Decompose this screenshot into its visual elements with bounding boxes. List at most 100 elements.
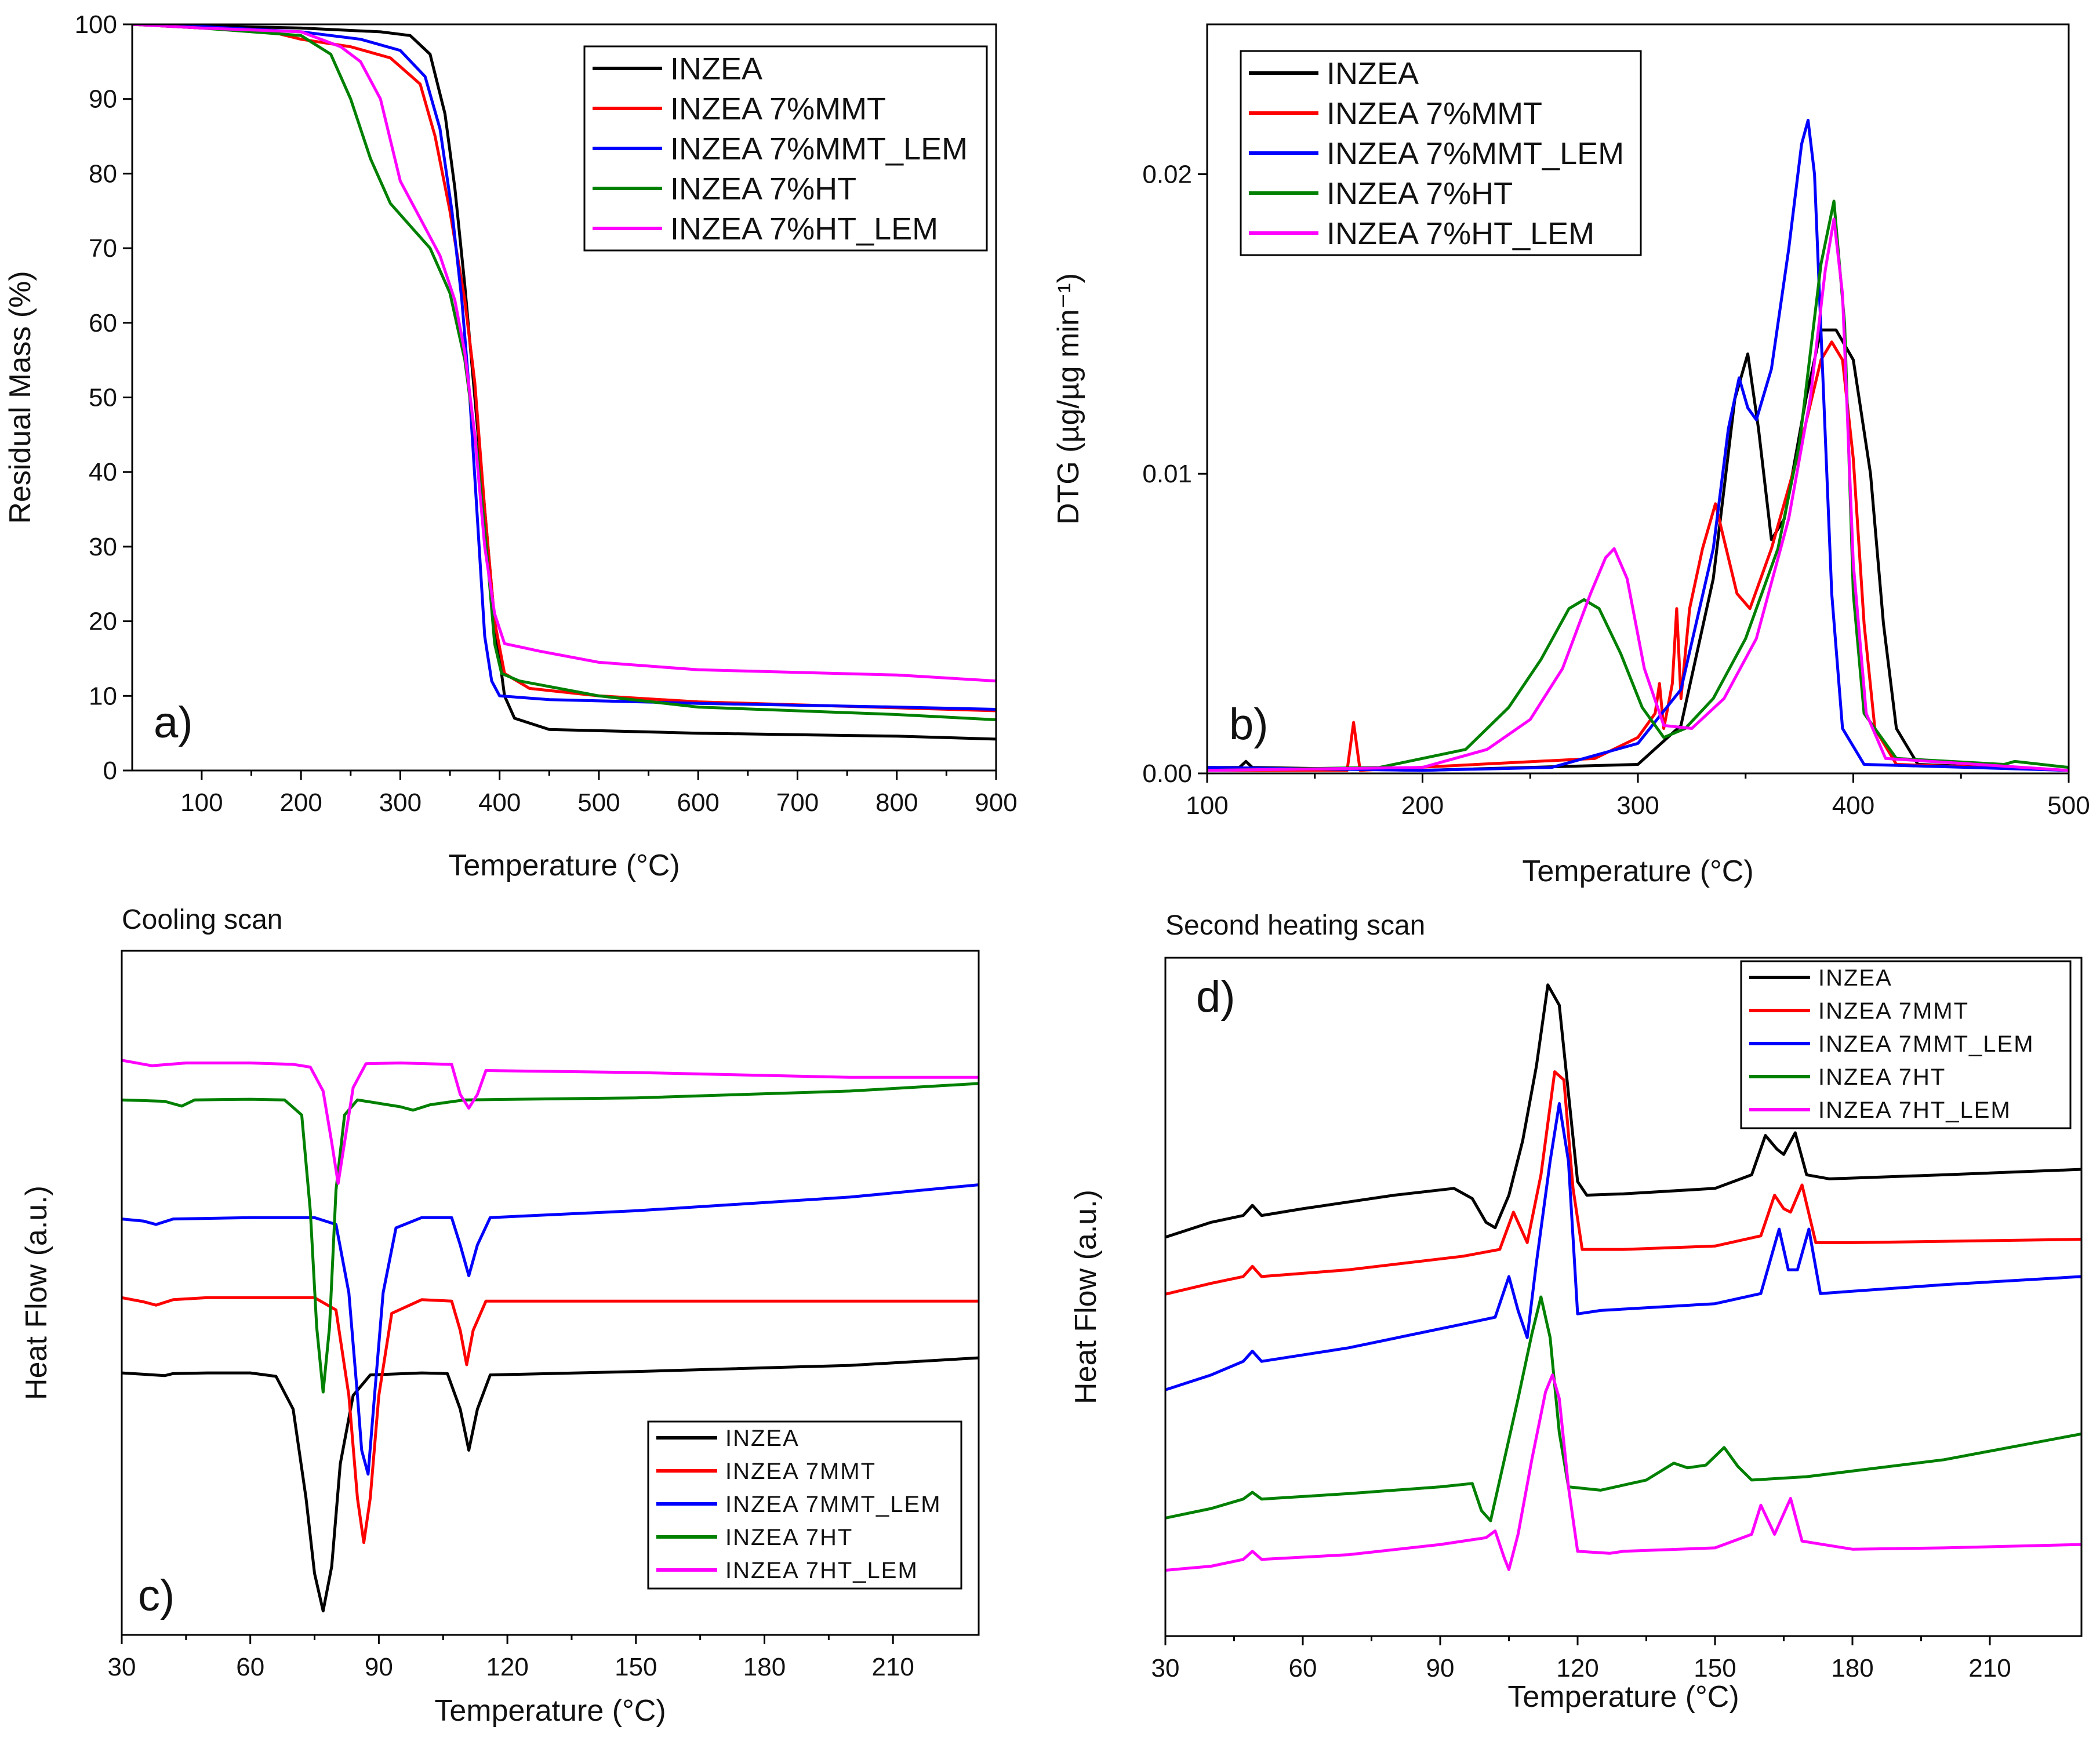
x-tick-label: 100 [1186, 791, 1228, 820]
y-tick-label: 100 [75, 10, 117, 39]
x-axis-title: Temperature (°C) [434, 1694, 666, 1728]
x-tick-label: 400 [478, 788, 521, 817]
series-line [1165, 983, 2081, 1239]
y-tick-label: 0.01 [1142, 460, 1192, 488]
x-tick-label: 210 [871, 1653, 914, 1681]
x-tick-label: 150 [1694, 1654, 1736, 1682]
chart-panel-a: 100 200 300 400 500 600 700 800 900 0 10 20 30 40 50 60… [3, 10, 1018, 882]
series-line [132, 24, 996, 683]
series-line [1207, 118, 2069, 772]
legend-label: INZEA 7%HT [1327, 176, 1513, 211]
x-tick-label: 600 [677, 788, 719, 817]
legend-label: INZEA 7MMT [1818, 998, 1969, 1024]
x-axis-title: Temperature (°C) [1522, 855, 1753, 888]
legend-label: INZEA 7MMT_LEM [725, 1492, 942, 1517]
legend-label: INZEA 7%HT [670, 172, 856, 206]
legend-label: INZEA 7HT [1818, 1064, 1946, 1090]
legend-label: INZEA 7%HT_LEM [670, 212, 938, 246]
panel-label: d) [1196, 972, 1236, 1022]
legend-label: INZEA 7%MMT_LEM [670, 132, 968, 166]
y-tick-label: 0 [103, 757, 117, 785]
series-group [1165, 983, 2081, 1572]
chart-title: Second heating scan [1165, 910, 1425, 941]
y-tick-label: 10 [89, 682, 117, 710]
y-axis-title: Heat Flow (a.u.) [20, 1186, 53, 1400]
x-tick-label: 200 [1401, 791, 1444, 820]
y-tick-label: 0.00 [1142, 759, 1192, 788]
x-tick-label: 300 [1616, 791, 1659, 820]
series-line [1165, 1102, 2081, 1391]
legend: INZEA INZEA 7%MMT INZEA 7%MMT_LEM INZEA 7%H… [1240, 50, 1642, 256]
legend-label: INZEA 7MMT_LEM [1818, 1031, 2034, 1057]
legend-label: INZEA [725, 1426, 800, 1451]
y-axis-title: Residual Mass (%) [3, 271, 37, 524]
y-tick-label: 90 [89, 85, 117, 114]
y-tick-label: 40 [89, 458, 117, 486]
x-tick-label: 120 [1556, 1654, 1598, 1682]
series-line [122, 1296, 979, 1544]
y-tick-label: 70 [89, 234, 117, 263]
x-tick-label: 210 [1968, 1654, 2011, 1682]
legend-label: INZEA 7MMT [725, 1459, 876, 1484]
chart-panel-b: 100 200 300 400 500 0.00 0.01 0.02 Temperature (… [1052, 23, 2090, 888]
legend-label: INZEA 7%HT_LEM [1327, 216, 1594, 251]
y-tick-label: 20 [89, 608, 117, 636]
x-axis-title: Temperature (°C) [1507, 1680, 1739, 1714]
legend: INZEA INZEA 7MMT INZEA 7MMT_LEM INZEA 7HT IN… [1740, 960, 2072, 1129]
series-group [122, 1059, 979, 1613]
x-tick-label: 90 [1426, 1654, 1455, 1682]
y-tick-label: 30 [89, 533, 117, 561]
x-tick-label: 180 [1831, 1654, 1873, 1682]
chart-title: Cooling scan [122, 904, 283, 935]
x-tick-label: 800 [875, 788, 918, 817]
x-tick-label: 500 [577, 788, 620, 817]
series-group [1207, 118, 2069, 772]
x-tick-label: 150 [615, 1653, 657, 1681]
legend-label: INZEA 7HT_LEM [725, 1558, 918, 1583]
legend-label: INZEA 7%MMT [670, 92, 886, 126]
y-tick-label: 50 [89, 384, 117, 412]
plot-frame [121, 950, 980, 1636]
legend-label: INZEA [670, 52, 762, 86]
x-axis-title: Temperature (°C) [448, 849, 680, 882]
series-line [1165, 1070, 2081, 1296]
x-tick-label: 700 [776, 788, 819, 817]
legend-label: INZEA 7HT [725, 1525, 853, 1550]
legend: INZEA INZEA 7%MMT INZEA 7%MMT_LEM INZEA 7%H… [583, 45, 988, 252]
series-line [1207, 217, 2069, 772]
series-line [1207, 340, 2069, 772]
y-tick-label: 80 [89, 159, 117, 188]
x-tick-label: 500 [2047, 791, 2090, 820]
x-tick-label: 900 [975, 788, 1017, 817]
series-line [1165, 1373, 2081, 1572]
series-line [132, 24, 996, 721]
panel-label: b) [1229, 700, 1269, 749]
x-tick-label: 90 [365, 1653, 393, 1681]
legend-label: INZEA [1327, 56, 1419, 91]
x-tick-label: 100 [180, 788, 223, 817]
series-line [122, 1059, 979, 1185]
legend-label: INZEA 7HT_LEM [1818, 1097, 2011, 1123]
x-tick-label: 400 [1832, 791, 1874, 820]
chart-panel-d: 30 60 90 120 150 180 210 Temperature (°C) Heat F… [1069, 910, 2083, 1714]
chart-panel-c: 30 60 90 120 150 180 210 Temperature (°C) Heat F… [20, 904, 980, 1728]
series-line [132, 24, 996, 711]
panel-label: c) [138, 1571, 175, 1620]
x-tick-label: 30 [1151, 1654, 1180, 1682]
series-group [132, 24, 996, 741]
series-line [1165, 1295, 2081, 1522]
y-axis-title: Heat Flow (a.u.) [1069, 1190, 1103, 1404]
y-tick-label: 0.02 [1142, 160, 1192, 188]
legend-label: INZEA 7%MMT [1327, 96, 1542, 131]
x-tick-label: 300 [379, 788, 422, 817]
plot-frame [1164, 957, 2083, 1637]
x-tick-label: 60 [236, 1653, 264, 1681]
legend-label: INZEA [1818, 965, 1892, 991]
panel-label: a) [154, 698, 193, 747]
series-line [122, 1183, 979, 1476]
series-line [1207, 328, 2069, 772]
x-tick-label: 200 [279, 788, 322, 817]
series-line [1207, 199, 2069, 772]
x-tick-label: 180 [743, 1653, 786, 1681]
